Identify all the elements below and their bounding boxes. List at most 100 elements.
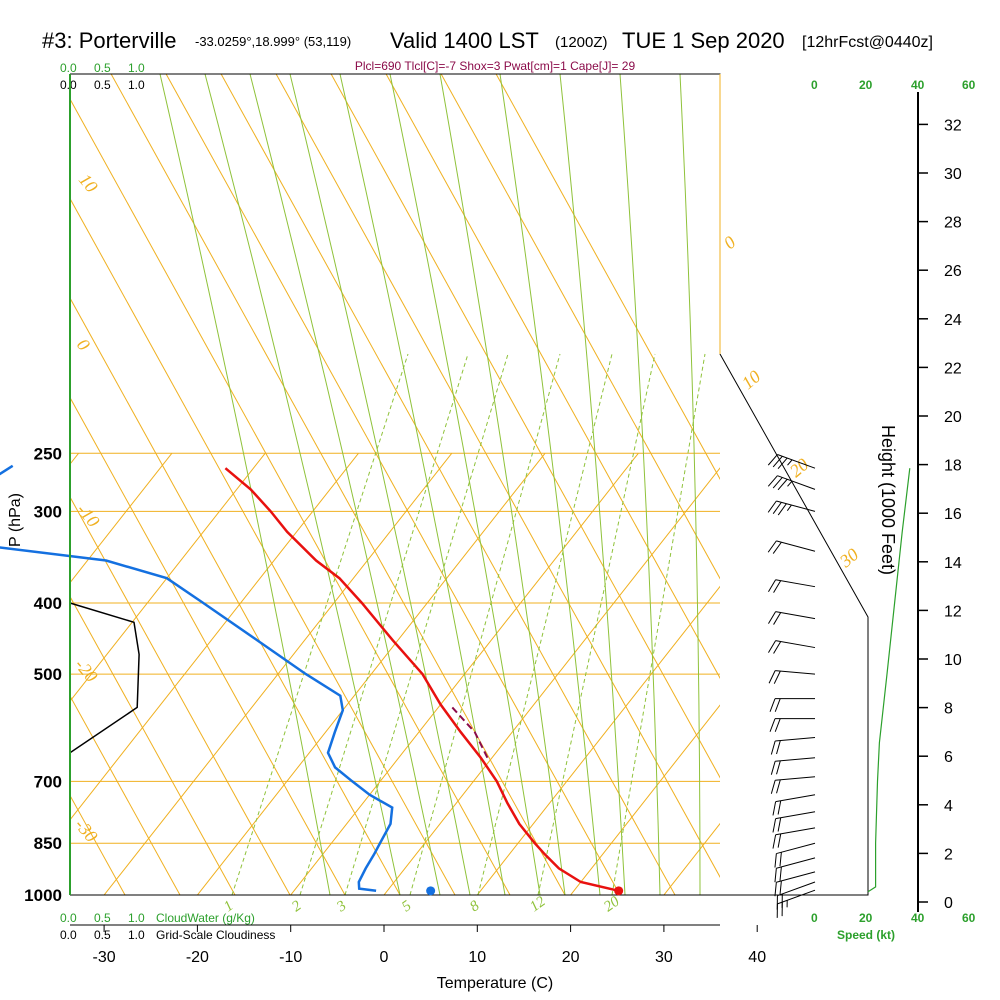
speed-tick-top-1: 20 xyxy=(859,78,873,92)
height-tick-16: 16 xyxy=(944,506,962,523)
cloudwater-tick-bottom-2: 1.0 xyxy=(128,911,145,925)
isotherm-label: 0 xyxy=(73,335,94,355)
speed-tick-top-3: 60 xyxy=(962,78,976,92)
wind-barb xyxy=(769,698,815,712)
isotherm-0 xyxy=(383,467,720,895)
isotherm-label: -10 xyxy=(73,500,104,531)
height-tick-30: 30 xyxy=(944,166,962,183)
isotherm-lines xyxy=(0,74,720,895)
mixing-ratio-line-1 xyxy=(231,353,409,895)
speed-tick-bottom-1: 20 xyxy=(859,911,873,925)
temperature-tick--10: -10 xyxy=(279,949,302,966)
moist-adiabat-line xyxy=(249,74,441,895)
pressure-tick-400: 400 xyxy=(34,594,62,613)
dry-adiabat-line xyxy=(330,74,720,779)
temperature-tick-30: 30 xyxy=(655,949,673,966)
wind-barb-staff xyxy=(775,736,816,742)
moist-adiabat-line xyxy=(389,74,541,895)
wind-barb-staff xyxy=(775,640,816,649)
height-tick-14: 14 xyxy=(944,555,962,572)
dry-adiabat-line xyxy=(70,595,236,895)
plot-boundary xyxy=(70,73,869,896)
moist-adiabat-line xyxy=(204,74,401,895)
wind-barb-flag xyxy=(779,866,782,881)
cloudiness-label: Grid-Scale Cloudiness xyxy=(156,928,275,942)
dewpoint-line xyxy=(0,464,394,893)
temperature-tick-20: 20 xyxy=(562,949,580,966)
wind-barb-flag xyxy=(777,833,782,848)
wind-barb-flag xyxy=(777,503,787,516)
temperature-tick--20: -20 xyxy=(186,949,209,966)
wind-barb-staff xyxy=(775,579,816,588)
dry-adiabat-line xyxy=(440,74,720,580)
plot-frame xyxy=(70,73,869,896)
wind-barb-flag xyxy=(787,480,793,487)
dry-adiabat-line xyxy=(220,74,676,895)
cloudiness-tick-bottom-2: 1.0 xyxy=(128,928,145,942)
wind-barb xyxy=(768,670,816,684)
surface-temperature-point xyxy=(614,886,624,896)
wind-barb-staff xyxy=(776,500,816,512)
height-tick-32: 32 xyxy=(944,117,962,134)
temperature-tick-0: 0 xyxy=(380,949,389,966)
mixing-ratio-lines xyxy=(159,74,706,895)
wind-barb-staff xyxy=(775,776,816,781)
wind-barb xyxy=(774,842,816,868)
wind-barb-staff xyxy=(776,540,816,552)
valid-time: Valid 1400 LST xyxy=(390,28,539,53)
pressure-tick-1000: 1000 xyxy=(24,886,62,905)
temperature-tick-40: 40 xyxy=(748,949,766,966)
wind-barb-flag xyxy=(767,500,777,513)
speed-tick-bottom-3: 60 xyxy=(962,911,976,925)
dry-adiabat-line xyxy=(0,74,15,895)
mixing-ratio-line-5 xyxy=(409,353,561,895)
isotherm-10 xyxy=(476,585,720,895)
dry-adiabat-line xyxy=(70,794,126,895)
moist-adiabat-line xyxy=(499,74,601,895)
height-tick-22: 22 xyxy=(944,360,962,377)
wind-barb xyxy=(768,579,816,593)
height-tick-20: 20 xyxy=(944,409,962,426)
pressure-axis-label: P (hPa) xyxy=(7,493,24,547)
wind-barb-flag xyxy=(776,760,781,775)
wind-barb-staff xyxy=(775,811,816,820)
wind-speed-profile xyxy=(867,468,911,893)
cloudwater-tick-top-1: 0.5 xyxy=(94,61,111,75)
wind-barb-flag xyxy=(777,817,782,832)
wind-barb-flag xyxy=(769,718,776,732)
wind-barb-flag xyxy=(776,740,781,755)
mixing-ratio-line-3 xyxy=(344,353,509,895)
wind-barb xyxy=(774,857,816,883)
temperature-line xyxy=(224,467,619,893)
height-axis-label: Height (1000 Feet) xyxy=(878,425,898,575)
moist-adiabat-line xyxy=(339,74,506,895)
isotherm-label: 10 xyxy=(738,366,765,393)
cloudiness-tick-bottom-0: 0.0 xyxy=(60,928,77,942)
wind-barb xyxy=(769,718,815,732)
wind-barb-flag xyxy=(768,579,777,593)
isotherm-label: 10 xyxy=(75,170,102,197)
moist-adiabat-line xyxy=(619,74,661,895)
mixing-ratio-labels: 1 2 3 5 8 12 20 xyxy=(221,893,623,916)
isotherm-label: 30 xyxy=(835,544,862,572)
wind-barb-staff xyxy=(776,842,816,855)
wind-barb xyxy=(768,611,816,625)
wind-barb-flag xyxy=(767,540,777,553)
moist-adiabat-line xyxy=(679,74,701,895)
wind-barb-flag xyxy=(772,834,777,849)
wind-barb-flag xyxy=(777,478,788,491)
forecast-run: [12hrFcst@0440z] xyxy=(802,34,933,51)
moist-adiabat-line xyxy=(159,74,331,895)
cloudwater-tick-bottom-1: 0.5 xyxy=(94,911,111,925)
wind-barb-staff xyxy=(776,857,816,869)
pressure-tick-850: 850 xyxy=(34,834,62,853)
station-title: #3: Porterville xyxy=(42,28,177,53)
wind-speed-line xyxy=(867,468,911,893)
wind-barb-flag xyxy=(768,640,777,653)
moist-adiabat-line xyxy=(289,74,471,895)
wind-barb-flag xyxy=(768,611,777,624)
isotherm-label: 0 xyxy=(720,232,740,253)
mixing-ratio-label-5: 5 xyxy=(399,898,415,916)
wind-barb-staff xyxy=(775,827,816,836)
wind-barb xyxy=(770,736,816,755)
